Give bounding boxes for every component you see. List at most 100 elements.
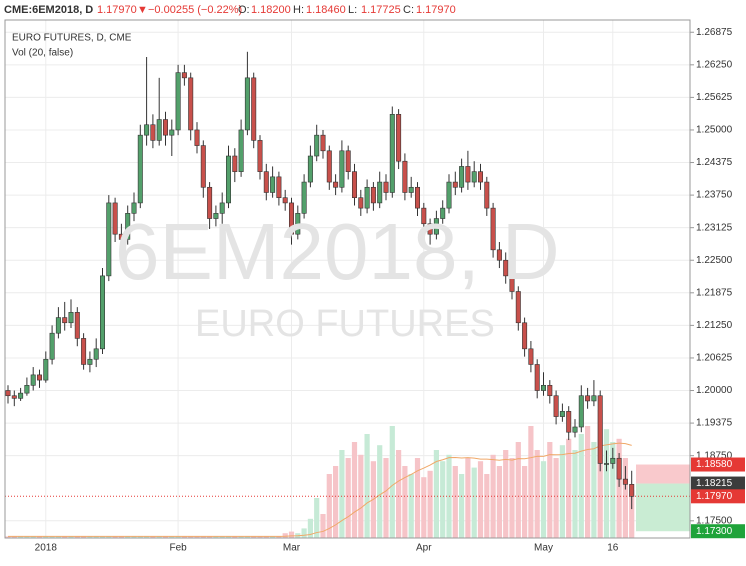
plot-border bbox=[4, 19, 691, 539]
volume-bar bbox=[402, 466, 408, 538]
candle-body bbox=[566, 411, 572, 433]
candle-body bbox=[93, 348, 99, 360]
price-badge-label: 1.17970 bbox=[696, 491, 733, 502]
volume-bar bbox=[414, 458, 421, 538]
candle-body bbox=[370, 186, 376, 204]
x-tick-label: 16 bbox=[607, 543, 619, 554]
volume-bar bbox=[484, 474, 490, 538]
volume-bar bbox=[547, 442, 553, 538]
plot-area bbox=[5, 20, 690, 538]
volume-bar bbox=[522, 466, 528, 538]
candle-body bbox=[528, 348, 534, 365]
volume-bar bbox=[118, 536, 124, 538]
candle-body bbox=[43, 358, 49, 381]
candle-body bbox=[131, 202, 137, 214]
volume-bar bbox=[18, 536, 24, 538]
y-tick-label: 1.21250 bbox=[696, 320, 733, 331]
candle-body bbox=[163, 119, 169, 136]
candle-body bbox=[49, 332, 55, 360]
candle-body bbox=[572, 426, 578, 433]
candle-body bbox=[408, 186, 414, 193]
ohlc-value: 1.18200 bbox=[251, 4, 291, 16]
volume-bar bbox=[11, 536, 17, 538]
volume-bar bbox=[99, 536, 106, 538]
candle-body bbox=[477, 171, 483, 183]
volume-bar bbox=[43, 536, 49, 538]
ohlc-label: C: bbox=[403, 4, 414, 16]
volume-bar bbox=[345, 458, 351, 538]
volume-bar bbox=[358, 454, 364, 538]
price-badge-label: 1.17300 bbox=[696, 526, 733, 537]
candle-body bbox=[622, 478, 628, 485]
x-tick-label: Feb bbox=[169, 543, 187, 554]
volume-bar bbox=[307, 518, 313, 538]
price-badge bbox=[691, 457, 745, 472]
price-badge bbox=[691, 489, 745, 504]
volume-bar bbox=[622, 458, 628, 538]
candle-body bbox=[263, 171, 269, 193]
volume-bar bbox=[181, 536, 187, 538]
volume-bar bbox=[137, 536, 143, 538]
volume-bar bbox=[49, 536, 55, 538]
volume-bar bbox=[68, 536, 74, 538]
legend-volume: Vol (20, false) bbox=[12, 48, 73, 59]
volume-bar bbox=[24, 536, 30, 538]
candle-body bbox=[55, 317, 61, 334]
zone bbox=[636, 483, 690, 532]
volume-bar bbox=[225, 536, 232, 538]
volume-bar bbox=[257, 536, 263, 538]
candle-body bbox=[610, 457, 616, 464]
candle-body bbox=[282, 197, 288, 204]
candle-body bbox=[433, 218, 439, 235]
candle-body bbox=[585, 395, 591, 402]
ohlc-label: H: bbox=[293, 4, 304, 16]
volume-bar bbox=[459, 474, 465, 538]
candle-body bbox=[389, 114, 395, 193]
change-arrow: ▼ bbox=[137, 4, 148, 16]
volume-ma bbox=[8, 442, 632, 537]
volume-bar bbox=[244, 536, 250, 538]
volume-bar bbox=[572, 450, 578, 538]
volume-bar bbox=[87, 536, 93, 538]
volume-bar bbox=[62, 536, 68, 538]
candle-body bbox=[534, 364, 540, 391]
candle-body bbox=[503, 259, 509, 277]
x-tick-label: Apr bbox=[416, 543, 432, 554]
candle-body bbox=[125, 213, 131, 240]
x-tick-label: 2018 bbox=[35, 543, 58, 554]
legend-title: EURO FUTURES, D, CME bbox=[12, 33, 132, 44]
volume-bar bbox=[175, 536, 181, 538]
candle-body bbox=[490, 207, 496, 251]
volume-bar bbox=[440, 461, 446, 538]
symbol: CME:6EM2018, D bbox=[4, 4, 93, 16]
y-tick-label: 1.26250 bbox=[696, 59, 733, 70]
y-tick-label: 1.24375 bbox=[696, 157, 733, 168]
volume-bar bbox=[540, 461, 547, 538]
candle-body bbox=[459, 166, 465, 188]
candle-body bbox=[547, 385, 553, 397]
candle-body bbox=[100, 275, 106, 350]
candle-body bbox=[383, 181, 389, 193]
volume-bar bbox=[629, 490, 635, 538]
candle-body bbox=[68, 312, 74, 324]
candle-body bbox=[232, 155, 238, 172]
volume-bar bbox=[427, 470, 433, 538]
volume-bar bbox=[81, 536, 87, 538]
volume-bar bbox=[559, 445, 565, 538]
candle-body bbox=[257, 140, 263, 172]
volume-bar bbox=[30, 536, 36, 538]
candle-body bbox=[402, 160, 408, 193]
volume-bar bbox=[396, 450, 402, 538]
y-tick-label: 1.23125 bbox=[696, 222, 733, 233]
volume-bar bbox=[333, 466, 339, 538]
header: CME:6EM2018, D 1.17970 ▼ −0.00255 (−0.22… bbox=[4, 4, 242, 16]
ohlc-value: 1.18460 bbox=[306, 4, 346, 16]
candle-body bbox=[118, 233, 124, 240]
y-tick-label: 1.26875 bbox=[696, 27, 733, 38]
candle-body bbox=[345, 150, 351, 172]
volume-bar bbox=[389, 426, 395, 538]
volume-bar bbox=[377, 445, 383, 538]
volume-bar bbox=[288, 531, 295, 538]
candle-body bbox=[288, 202, 294, 235]
candle-body bbox=[156, 119, 162, 141]
